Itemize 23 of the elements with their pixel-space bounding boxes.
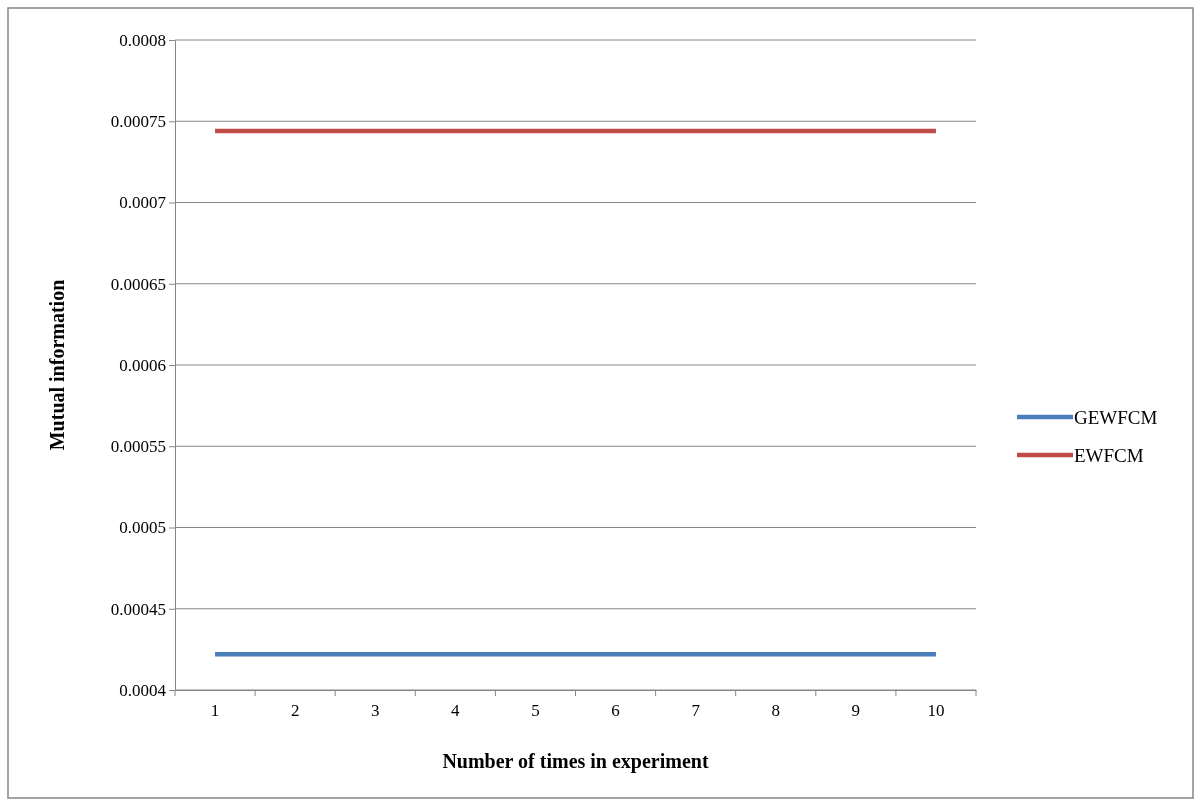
y-axis-title: Mutual information bbox=[46, 279, 68, 451]
y-tick-label: 0.0006 bbox=[119, 355, 166, 375]
y-tick-label: 0.0008 bbox=[119, 30, 166, 50]
x-tick-label: 5 bbox=[531, 701, 540, 721]
x-tick-label: 10 bbox=[927, 701, 945, 721]
y-tick-label: 0.00065 bbox=[110, 274, 166, 294]
legend-label: GEWFCM bbox=[1074, 407, 1158, 428]
y-tick-label: 0.00075 bbox=[110, 112, 166, 132]
x-tick-label: 7 bbox=[691, 701, 701, 721]
x-tick-label: 9 bbox=[851, 701, 861, 721]
y-tick-label: 0.00045 bbox=[110, 599, 166, 619]
x-tick-label: 3 bbox=[371, 701, 380, 721]
y-tick-label: 0.0005 bbox=[119, 518, 166, 538]
x-tick-label: 6 bbox=[611, 701, 620, 721]
y-tick-label: 0.0004 bbox=[119, 680, 167, 700]
x-tick-label: 4 bbox=[451, 701, 461, 721]
y-tick-label: 0.00055 bbox=[110, 437, 166, 457]
x-tick-label: 2 bbox=[290, 701, 300, 721]
y-tick-label: 0.0007 bbox=[119, 193, 167, 213]
legend-label: EWFCM bbox=[1074, 445, 1144, 466]
x-axis-title: Number of times in experiment bbox=[442, 750, 709, 773]
x-tick-label: 1 bbox=[210, 701, 220, 721]
x-tick-label: 8 bbox=[771, 701, 780, 721]
